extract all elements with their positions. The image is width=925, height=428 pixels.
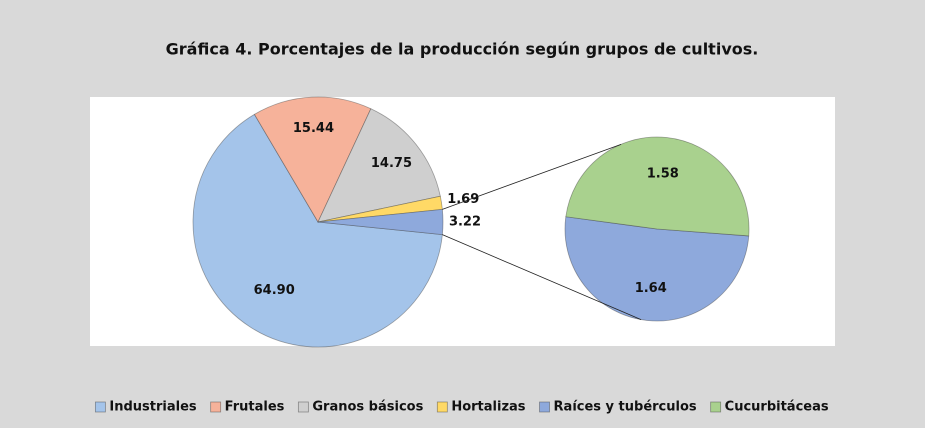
data-label: 14.75	[371, 156, 412, 171]
legend-label: Cucurbitáceas	[725, 400, 829, 415]
connector-line	[442, 143, 622, 210]
legend-swatch	[297, 401, 309, 413]
pie-slice	[253, 96, 372, 223]
legend-swatch	[436, 401, 448, 413]
legend-label: Industriales	[109, 400, 197, 415]
pie-slice	[317, 208, 444, 236]
pie-slice	[564, 216, 750, 322]
pie-slice	[565, 136, 750, 237]
legend-label: Granos básicos	[312, 400, 423, 415]
data-label: 1.58	[647, 167, 679, 182]
pie-slice	[192, 113, 443, 348]
legend-swatch	[539, 401, 550, 413]
legend-label: Hortalizas	[451, 400, 525, 415]
chart-title: Gráfica 4. Porcentajes de la producción …	[166, 40, 759, 59]
data-label: 3.22	[449, 215, 481, 230]
data-label: 64.90	[254, 283, 295, 298]
data-label: 15.44	[293, 121, 334, 136]
legend-swatch	[210, 401, 222, 413]
data-label: 1.69	[447, 192, 479, 207]
pie-slice	[317, 108, 441, 223]
legend-swatch	[710, 401, 722, 413]
legend-label: Frutales	[225, 400, 285, 415]
legend-swatch	[94, 401, 106, 413]
connector-line	[442, 234, 642, 320]
data-label: 1.64	[635, 281, 667, 296]
legend-label: Raíces y tubérculos	[554, 400, 697, 415]
